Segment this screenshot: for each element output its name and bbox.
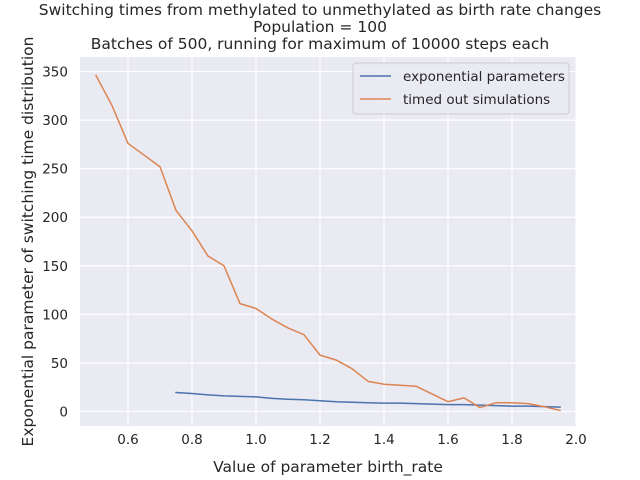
x-tick-label: 2.0 <box>565 432 586 448</box>
chart-title-line-3: Batches of 500, running for maximum of 1… <box>91 35 549 53</box>
x-tick-label: 1.4 <box>373 432 394 448</box>
y-tick-label: 50 <box>51 356 68 372</box>
x-axis-label: Value of parameter birth_rate <box>213 458 443 477</box>
x-tick-label: 0.8 <box>181 432 202 448</box>
plot-area <box>80 57 576 426</box>
legend-label-exponential-parameters: exponential parameters <box>403 69 565 85</box>
y-tick-label: 200 <box>42 210 68 226</box>
x-tick-label: 1.6 <box>437 432 458 448</box>
y-tick-label: 300 <box>42 113 68 129</box>
gridlines <box>80 57 577 426</box>
x-tick-label: 1.0 <box>245 432 266 448</box>
y-tick-labels: 0 50 100 150 200 250 300 350 <box>42 65 68 421</box>
x-tick-label: 1.2 <box>309 432 330 448</box>
y-tick-label: 350 <box>42 65 68 81</box>
y-tick-label: 0 <box>59 404 68 420</box>
y-tick-label: 250 <box>42 162 68 178</box>
x-tick-label: 0.6 <box>117 432 138 448</box>
y-tick-label: 150 <box>42 259 68 275</box>
legend-label-timed-out-simulations: timed out simulations <box>403 92 550 108</box>
y-tick-label: 100 <box>42 307 68 323</box>
chart-title-line-1: Switching times from methylated to unmet… <box>39 1 601 19</box>
legend-box <box>352 62 570 115</box>
y-axis-label: Exponential parameter of switching time … <box>19 37 37 447</box>
chart-title: Switching times from methylated to unmet… <box>39 1 601 53</box>
series-lines <box>94 74 561 412</box>
legend: exponential parameters timed out simulat… <box>352 62 570 115</box>
chart-title-line-2: Population = 100 <box>253 18 387 36</box>
series-line-timed-out-simulations <box>94 74 561 412</box>
series-line-exponential-parameters <box>175 391 561 408</box>
x-tick-label: 1.8 <box>501 432 522 448</box>
x-tick-labels: 0.6 0.8 1.0 1.2 1.4 1.6 1.8 2.0 <box>117 432 586 448</box>
